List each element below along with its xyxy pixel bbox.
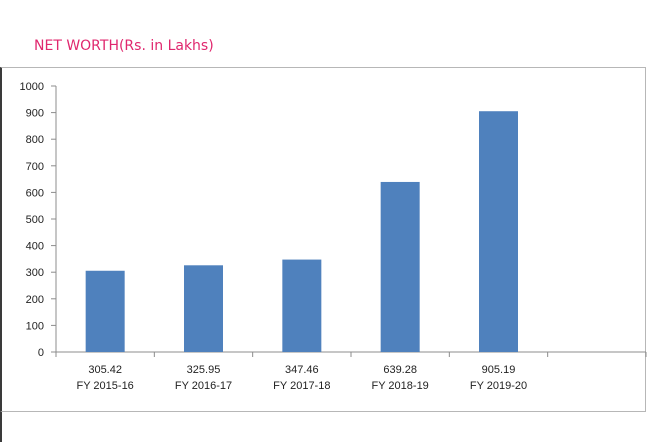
y-tick-label: 800 [26,134,44,146]
bar [85,270,125,352]
y-tick-label: 900 [26,108,44,120]
bar [184,265,223,352]
bar-value-label: 347.46 [285,364,319,376]
y-tick-label: 1000 [20,81,44,93]
y-tick-label: 200 [26,294,44,306]
category-label: FY 2015-16 [77,380,134,392]
y-tick-label: 300 [26,267,44,279]
y-tick-label: 100 [26,320,44,332]
left-rule [0,412,2,442]
y-tick-label: 0 [38,347,44,359]
y-tick-label: 400 [26,241,44,253]
bar-value-label: 639.28 [383,364,417,376]
bar [282,259,322,352]
bar [479,111,518,353]
bar-value-label: 305.42 [88,364,122,376]
chart-frame [0,67,646,412]
category-label: FY 2019-20 [470,380,527,392]
chart-labels: 305.42 FY 2015-16 325.95 FY 2016-17 347.46 FY… [77,364,528,392]
category-label: FY 2017-18 [273,380,330,392]
chart-title: NET WORTH(Rs. in Lakhs) [34,38,214,54]
bar-value-label: 325.95 [187,364,221,376]
category-label: FY 2016-17 [175,380,232,392]
category-label: FY 2018-19 [372,380,429,392]
chart-bars [85,111,518,353]
bar-value-label: 905.19 [482,364,516,376]
chart-axes: 0 100 200 300 400 500 600 700 800 900 1000 [20,81,647,359]
y-tick-label: 500 [26,214,44,226]
bar [380,181,420,352]
y-tick-label: 700 [26,161,44,173]
y-tick-label: 600 [26,187,44,199]
